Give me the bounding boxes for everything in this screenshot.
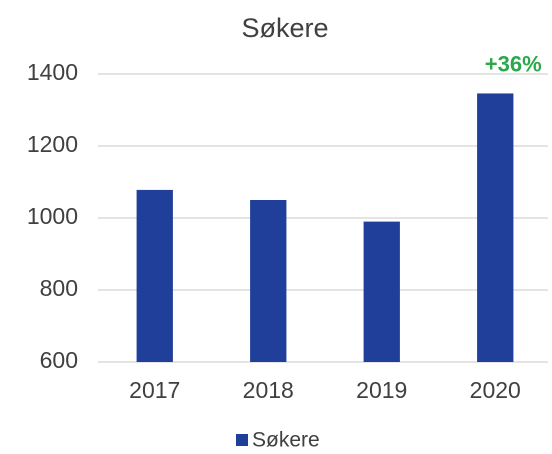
bar [136,189,173,362]
x-tick-label: 2018 [243,377,294,403]
y-tick-label: 600 [40,347,78,373]
legend-label: Søkere [252,429,320,452]
x-tick-label: 2020 [470,377,521,403]
legend-swatch [236,434,248,446]
annotation: +36% [485,51,542,76]
bar [250,200,287,362]
bar [363,221,400,362]
bar [477,93,514,362]
chart-title: Søkere [241,13,328,43]
x-tick-label: 2019 [356,377,407,403]
y-tick-label: 1200 [27,131,78,157]
y-tick-label: 800 [40,275,78,301]
x-tick-label: 2017 [129,377,180,403]
y-tick-label: 1400 [27,59,78,85]
y-tick-label: 1000 [27,203,78,229]
